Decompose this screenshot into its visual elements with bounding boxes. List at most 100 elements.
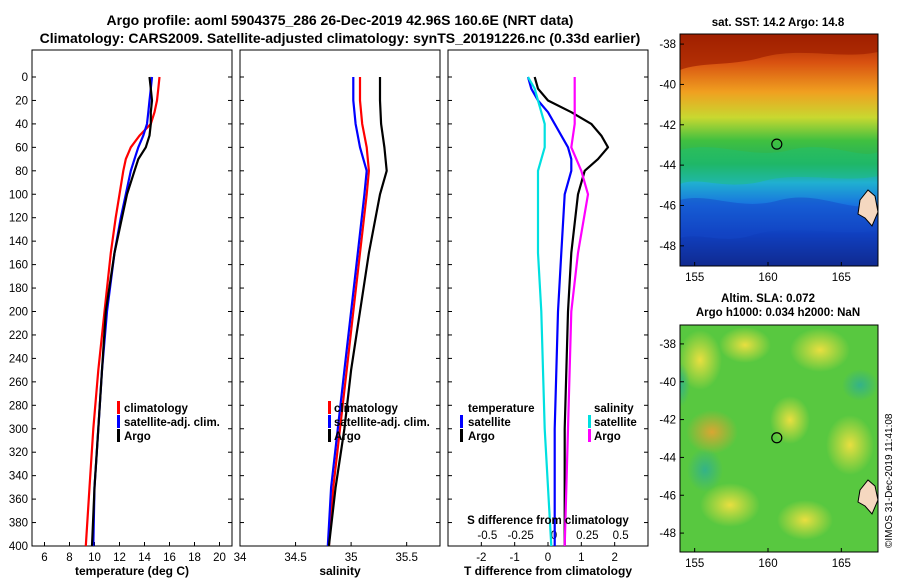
sla-map-field xyxy=(680,325,878,552)
legend-swatch-s-satellite xyxy=(588,415,591,428)
legend-label-t-argo: Argo xyxy=(468,431,495,443)
salinity-xlabel: salinity xyxy=(319,564,361,578)
legend-label-satellite: satellite-adj. clim. xyxy=(124,417,220,429)
argo-location-marker xyxy=(771,138,783,150)
x-tick-label: 14 xyxy=(138,552,151,564)
map-y-tick-label: -40 xyxy=(659,79,676,91)
x-tick-label: 10 xyxy=(88,552,101,564)
legend-label-argo: Argo xyxy=(124,431,151,443)
top-tick-label: -0.25 xyxy=(508,530,534,542)
map-y-tick-label: -38 xyxy=(659,339,676,351)
y-tick-label: 260 xyxy=(9,377,28,389)
y-tick-label: 340 xyxy=(9,471,28,483)
salinity-legend: climatology satellite-adj. clim. Argo xyxy=(328,401,430,443)
y-tick-label: 120 xyxy=(9,213,28,225)
x-tick-label: 35 xyxy=(345,552,358,564)
series-line-climatology xyxy=(327,77,370,547)
legend-label-satellite: satellite-adj. clim. xyxy=(334,417,430,429)
y-tick-label: 140 xyxy=(9,236,28,248)
legend-label-s-satellite: satellite xyxy=(594,417,637,429)
x-tick-label: -1 xyxy=(510,552,520,564)
y-tick-label: 0 xyxy=(22,72,28,84)
map-x-tick-label: 160 xyxy=(758,272,777,284)
y-tick-label: 380 xyxy=(9,518,28,530)
legend-swatch-argo xyxy=(117,429,120,442)
map-y-tick-label: -42 xyxy=(659,120,676,132)
salinity-panel: 34 34.5 35 35.5 xyxy=(234,76,440,564)
legend-label-climatology: climatology xyxy=(124,403,189,415)
legend-swatch-t-argo xyxy=(460,429,463,442)
x-tick-label: 8 xyxy=(66,552,72,564)
x-tick-label: 16 xyxy=(163,552,176,564)
map-y-tick-label: -44 xyxy=(659,160,676,172)
x-tick-label: 34 xyxy=(234,552,247,564)
y-tick-label: 80 xyxy=(15,166,28,178)
series-line-s-satellite xyxy=(527,76,553,547)
series-line-argo xyxy=(327,77,388,547)
y-tick-label: 220 xyxy=(9,330,28,342)
map-x-tick-label: 165 xyxy=(832,272,851,284)
x-tick-label: 34.5 xyxy=(284,552,306,564)
y-tick-label: 20 xyxy=(15,95,28,107)
x-tick-label: -2 xyxy=(476,552,486,564)
x-tick-label: 18 xyxy=(188,552,201,564)
sst-map-title: sat. SST: 14.2 Argo: 14.8 xyxy=(712,17,845,29)
y-tick-label: 400 xyxy=(9,541,28,553)
legend-label-argo: Argo xyxy=(334,431,361,443)
legend-title-temperature: temperature xyxy=(468,403,534,415)
x-tick-label: 2 xyxy=(611,552,617,564)
legend-label-t-satellite: satellite xyxy=(468,417,511,429)
map-x-tick-label: 160 xyxy=(758,558,777,570)
argo-location-marker xyxy=(771,432,783,444)
x-tick-label: 6 xyxy=(41,552,47,564)
x-tick-label: 1 xyxy=(578,552,584,564)
sst-map-frame xyxy=(679,33,879,267)
map-y-tick-label: -48 xyxy=(659,528,676,540)
legend-swatch-climatology xyxy=(328,401,331,414)
x-tick-label: 12 xyxy=(113,552,126,564)
y-tick-label: 300 xyxy=(9,424,28,436)
series-line-climatology xyxy=(84,76,161,547)
legend-swatch-satellite xyxy=(117,415,120,428)
map-y-tick-label: -44 xyxy=(659,452,676,464)
map-y-tick-label: -48 xyxy=(659,241,676,253)
top-tick-label: 0.25 xyxy=(576,530,598,542)
y-tick-label: 280 xyxy=(9,400,28,412)
legend-title-salinity: salinity xyxy=(594,403,634,415)
salinity-panel-frame xyxy=(239,49,441,547)
y-tick-label: 320 xyxy=(9,447,28,459)
map-y-tick-label: -42 xyxy=(659,415,676,427)
y-tick-label: 360 xyxy=(9,494,28,506)
y-tick-label: 100 xyxy=(9,189,28,201)
series-line-satellite-adj-clim- xyxy=(326,77,368,547)
temperature-panel-frame xyxy=(31,49,233,547)
series-line-argo xyxy=(90,76,154,547)
legend-swatch-argo xyxy=(328,429,331,442)
legend-swatch-s-argo xyxy=(588,429,591,442)
sla-map-subtitle: Argo h1000: 0.034 h2000: NaN xyxy=(696,307,860,319)
top-tick-label: 0.5 xyxy=(613,530,629,542)
series-line-s-argo xyxy=(563,77,590,547)
y-tick-label: 160 xyxy=(9,260,28,272)
x-tick-label: 0 xyxy=(545,552,551,564)
y-tick-label: 180 xyxy=(9,283,28,295)
map-x-tick-label: 165 xyxy=(832,558,851,570)
sla-map-title: Altim. SLA: 0.072 xyxy=(721,293,815,305)
map-y-tick-label: -40 xyxy=(659,377,676,389)
difference-panel: -2 -1 0 1 2-0.5 -0.25 0 0.25 0.5 xyxy=(448,76,648,564)
difference-xlabel: T difference from climatology xyxy=(464,564,632,578)
y-tick-label: 40 xyxy=(15,119,28,131)
temperature-panel: 0 20 40 60 80 100 120 140 160 180 200 220 240 260 280 3… xyxy=(9,72,232,564)
sst-map-axes: 155 160 165 -38 -40 -42 -44 -46 -48 xyxy=(659,39,851,284)
map-y-tick-label: -38 xyxy=(659,39,676,51)
sst-map-field xyxy=(680,34,878,266)
legend-swatch-climatology xyxy=(117,401,120,414)
difference-legend-temperature: temperature satellite Argo xyxy=(460,403,534,443)
y-tick-label: 200 xyxy=(9,307,28,319)
timestamp: ©IMOS 31-Dec-2019 11:41:08 xyxy=(884,413,895,548)
x-tick-label: 20 xyxy=(213,552,226,564)
map-y-tick-label: -46 xyxy=(659,200,676,212)
legend-label-s-argo: Argo xyxy=(594,431,621,443)
map-y-tick-label: -46 xyxy=(659,490,676,502)
